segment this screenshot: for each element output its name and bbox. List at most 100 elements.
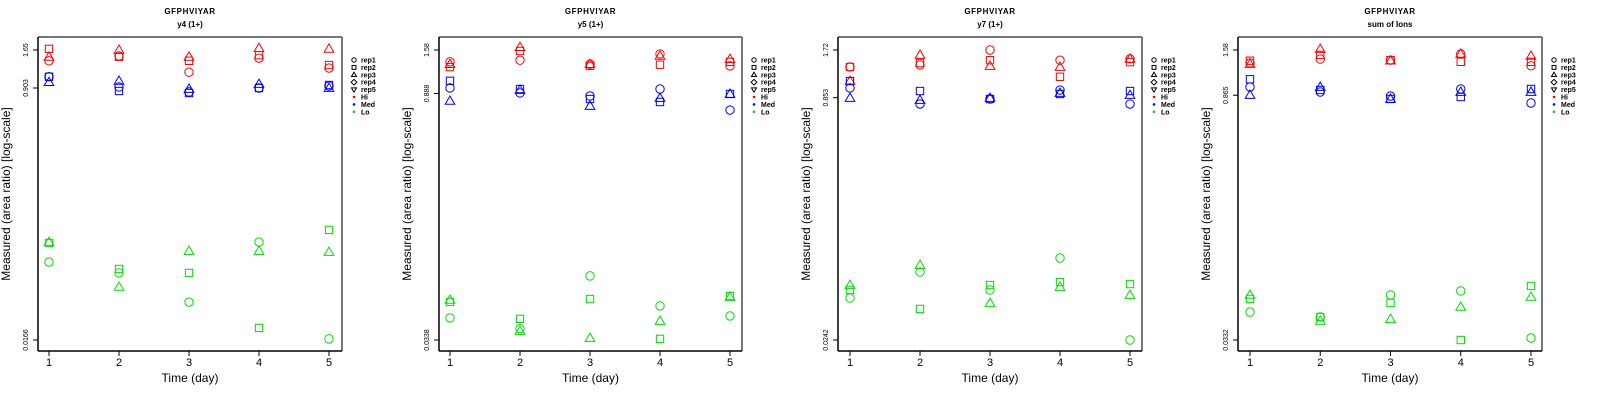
panel-4: GFPHVIYAR sum of Ions 1.58 0.865 0.0332 1 2 3 4 5… bbox=[1199, 7, 1576, 385]
point-lo-rep3-day2 bbox=[1314, 314, 1326, 325]
point-hi-rep1-day2 bbox=[915, 60, 925, 70]
point-med-rep3-day1 bbox=[43, 76, 55, 87]
legend-label: rep4 bbox=[1161, 80, 1176, 87]
point-hi-rep1-day4 bbox=[254, 53, 264, 63]
point-lo-rep3-day3 bbox=[584, 332, 596, 342]
y-tick-label: 1.72 bbox=[823, 43, 830, 57]
point-med-rep3-day2 bbox=[113, 75, 125, 85]
point-lo-rep2-day4 bbox=[655, 334, 665, 344]
legend-label: rep5 bbox=[1561, 87, 1576, 94]
legend-label: rep3 bbox=[361, 72, 376, 79]
legend-marker-rep1 bbox=[351, 57, 357, 63]
point-hi-rep1-day5 bbox=[1526, 61, 1536, 71]
point-med-rep2-day1 bbox=[845, 76, 855, 86]
chart-subtitle: y7 (1+) bbox=[977, 20, 1003, 29]
point-lo-rep3-day2 bbox=[113, 281, 125, 291]
chart-title: GFPHVIYAR bbox=[565, 7, 616, 16]
point-hi-rep3-day3 bbox=[984, 60, 996, 70]
point-lo-rep2-day2 bbox=[1316, 312, 1325, 322]
x-tick-label: 4 bbox=[256, 357, 262, 369]
point-hi-rep3-day2 bbox=[514, 41, 526, 52]
x-tick-label: 5 bbox=[326, 357, 332, 369]
point-hi-rep3-day2 bbox=[1314, 43, 1326, 53]
point-med-rep2-day5 bbox=[1526, 84, 1536, 94]
legend-label: Med bbox=[761, 102, 775, 109]
y-axis-label: Measured (area ratio) [log-scale] bbox=[0, 107, 13, 280]
point-hi-rep3-day1 bbox=[1244, 58, 1256, 68]
legend-dot-hi bbox=[1552, 95, 1556, 99]
x-tick-label: 1 bbox=[1247, 357, 1253, 369]
point-lo-rep1-day1 bbox=[845, 293, 855, 303]
point-med-rep2-day2 bbox=[114, 86, 124, 96]
point-lo-rep1-day1 bbox=[44, 257, 54, 267]
legend-marker-rep5 bbox=[1150, 87, 1158, 94]
point-lo-rep3-day2 bbox=[514, 325, 526, 335]
legend-marker-rep5 bbox=[1550, 87, 1558, 94]
point-hi-rep3-day5 bbox=[724, 53, 736, 63]
point-med-rep2-day1 bbox=[1245, 75, 1255, 84]
point-hi-rep3-day5 bbox=[1525, 49, 1537, 60]
point-med-rep3-day1 bbox=[1244, 89, 1256, 99]
legend-label: Hi bbox=[1561, 95, 1568, 102]
legend-label: rep1 bbox=[761, 58, 776, 65]
legend-marker-rep5 bbox=[350, 87, 358, 94]
point-hi-rep1-day1 bbox=[44, 56, 54, 66]
point-lo-rep2-day2 bbox=[114, 264, 124, 274]
point-lo-rep3-day3 bbox=[984, 297, 996, 307]
legend-dot-hi bbox=[752, 95, 756, 99]
point-lo-rep1-day2 bbox=[515, 324, 525, 334]
point-med-rep3-day5 bbox=[724, 88, 736, 98]
point-med-rep3-day5 bbox=[1525, 86, 1537, 96]
point-hi-rep2-day3 bbox=[985, 56, 995, 65]
legend-marker-rep3 bbox=[1550, 71, 1558, 78]
point-lo-rep1-day3 bbox=[1385, 290, 1396, 300]
point-med-rep1-day3 bbox=[985, 94, 995, 104]
x-tick-label: 2 bbox=[1317, 357, 1323, 369]
point-med-rep1-day5 bbox=[1526, 98, 1536, 108]
point-hi-rep2-day1 bbox=[845, 62, 855, 72]
x-tick-label: 3 bbox=[587, 357, 593, 369]
point-med-rep2-day4 bbox=[254, 83, 264, 93]
point-hi-rep3-day3 bbox=[584, 58, 596, 68]
panel-3: GFPHVIYAR y7 (1+) 1.72 0.853 0.0242 1 2 3 4 5 Time… bbox=[799, 7, 1176, 385]
point-hi-rep3-day4 bbox=[253, 42, 265, 52]
point-hi-rep2-day4 bbox=[1055, 72, 1065, 81]
x-tick-label: 2 bbox=[517, 357, 523, 369]
point-lo-rep2-day3 bbox=[184, 268, 194, 278]
point-med-rep3-day4 bbox=[654, 92, 666, 102]
y-tick-label: 1.58 bbox=[424, 43, 431, 57]
point-hi-rep2-day5 bbox=[725, 57, 735, 67]
point-lo-rep3-day4 bbox=[1054, 281, 1066, 291]
chart-subtitle: sum of Ions bbox=[1368, 20, 1413, 29]
point-lo-rep1-day3 bbox=[985, 285, 995, 295]
point-med-rep1-day5 bbox=[725, 105, 735, 115]
legend-label: rep5 bbox=[761, 87, 776, 94]
point-lo-rep1-day4 bbox=[1456, 286, 1466, 296]
point-hi-rep3-day3 bbox=[183, 50, 195, 61]
y-axis-label: Measured (area ratio) [log-scale] bbox=[400, 107, 414, 280]
legend-dot-lo bbox=[1552, 110, 1556, 114]
point-hi-rep2-day5 bbox=[324, 60, 334, 70]
point-lo-rep3-day2 bbox=[914, 259, 926, 269]
legend-label: rep3 bbox=[1561, 72, 1576, 79]
point-med-rep3-day3 bbox=[1384, 93, 1397, 103]
y-axis-label: Measured (area ratio) [log-scale] bbox=[1199, 107, 1213, 280]
legend-label: Hi bbox=[361, 95, 368, 102]
legend-marker-rep2 bbox=[1551, 64, 1557, 70]
y-tick-label: 0.0166 bbox=[23, 329, 30, 351]
point-lo-rep3-day1 bbox=[844, 279, 856, 289]
point-lo-rep1-day3 bbox=[585, 271, 595, 281]
y-tick-label: 1.65 bbox=[23, 43, 30, 57]
point-hi-rep1-day3 bbox=[985, 45, 995, 55]
legend-marker-rep2 bbox=[1151, 64, 1157, 70]
point-med-rep2-day5 bbox=[1125, 86, 1135, 96]
legend-label: Med bbox=[1161, 102, 1175, 109]
point-lo-rep2-day4 bbox=[254, 323, 264, 333]
point-hi-rep2-day4 bbox=[1456, 57, 1465, 66]
point-lo-rep3-day4 bbox=[654, 315, 666, 325]
y-tick-label: 0.865 bbox=[1223, 86, 1230, 104]
legend-label: rep1 bbox=[1561, 58, 1576, 65]
point-lo-rep3-day4 bbox=[253, 245, 265, 255]
point-lo-rep2-day4 bbox=[1055, 277, 1065, 287]
